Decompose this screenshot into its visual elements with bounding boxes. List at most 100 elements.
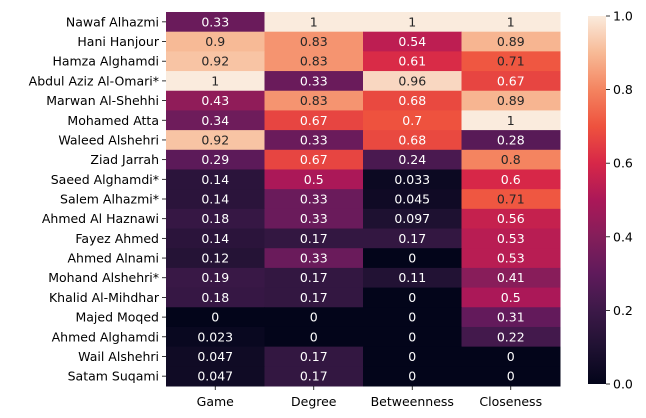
heatmap-cell: [264, 31, 364, 52]
heatmap-cell: [363, 326, 462, 348]
heatmap-cell: [363, 51, 462, 72]
cell-value-label: 0.5: [501, 290, 521, 305]
row-label: Marwan Al-Shehhi: [46, 93, 159, 108]
heatmap-cell: [166, 267, 265, 289]
cell-value-label: 0.29: [201, 152, 229, 167]
column-label: Betweenness: [371, 394, 454, 409]
heatmap-cell: [264, 149, 364, 170]
cell-value-label: 0.17: [300, 369, 328, 384]
heatmap-cell: [166, 169, 265, 190]
heatmap-cell: [264, 130, 364, 151]
heatmap-cell: [363, 267, 462, 289]
cell-value-label: 0.33: [300, 132, 328, 147]
heatmap-cell: [363, 31, 462, 52]
cell-value-label: 0.18: [201, 211, 229, 226]
cell-value-label: 0: [507, 349, 515, 364]
colorbar-tick-label: 0.0: [613, 377, 633, 392]
cell-value-label: 0.67: [300, 152, 328, 167]
heatmap-cell: [461, 228, 561, 249]
heatmap-cell: [363, 287, 462, 308]
cell-value-label: 0.68: [398, 93, 426, 108]
heatmap-cell: [461, 110, 561, 131]
heatmap-cell: [363, 189, 462, 210]
cell-value-label: 0.17: [300, 270, 328, 285]
heatmap-cell: [461, 130, 561, 151]
heatmap-cell: [166, 208, 265, 230]
row-label: Hani Hanjour: [77, 34, 159, 49]
cell-value-label: 0.67: [497, 73, 525, 88]
colorbar-tick-label: 0.8: [613, 82, 633, 97]
cell-value-label: 0.8: [501, 152, 521, 167]
row-label: Mohamed Atta: [67, 113, 159, 128]
row-label: Ziad Jarrah: [90, 152, 159, 167]
cell-value-label: 0.047: [197, 349, 233, 364]
heatmap-cell: [166, 228, 265, 249]
heatmap-cell: [363, 228, 462, 249]
cell-value-label: 0.83: [300, 93, 328, 108]
heatmap-cell: [166, 346, 265, 367]
cell-value-label: 0.17: [300, 290, 328, 305]
colorbar-tick-label: 0.4: [613, 229, 633, 244]
cell-value-label: 0.34: [201, 113, 229, 128]
cell-value-label: 0.53: [497, 251, 525, 266]
heatmap-cell: [363, 346, 462, 367]
cell-value-label: 0.19: [201, 270, 229, 285]
heatmap-cell: [363, 130, 462, 151]
cell-value-label: 0.28: [497, 132, 525, 147]
cell-value-label: 0.96: [398, 73, 426, 88]
heatmap-cell: [264, 12, 364, 33]
heatmap-cell: [461, 31, 561, 52]
heatmap-cell: [166, 12, 265, 33]
cell-value-label: 0: [408, 290, 416, 305]
cell-value-label: 1: [507, 113, 515, 128]
row-labels: Nawaf Alhazmi Hani Hanjour Hamza Alghamdi A…: [29, 14, 166, 384]
cell-value-label: 0.83: [300, 54, 328, 69]
heatmap-cell: [461, 248, 561, 269]
heatmap-cell: [166, 51, 265, 72]
cell-value-label: 0.33: [201, 14, 229, 29]
heatmap-cell: [363, 12, 462, 33]
heatmap-cell: [363, 110, 462, 131]
cell-value-label: 0.17: [300, 231, 328, 246]
cell-value-label: 0: [408, 310, 416, 325]
heatmap-cell: [166, 31, 265, 52]
heatmap-cell: [264, 346, 364, 367]
heatmap-cell: [166, 189, 265, 210]
column-label: Closeness: [479, 394, 542, 409]
heatmap-cell: [363, 366, 462, 387]
cell-value-label: 0.17: [300, 349, 328, 364]
heatmap-cell: [363, 71, 462, 92]
heatmap-cell: [461, 287, 561, 308]
heatmap-cell: [461, 208, 561, 230]
cell-value-label: 0.045: [394, 192, 430, 207]
cell-value-label: 0.097: [394, 211, 430, 226]
cell-value-label: 0.9: [205, 34, 225, 49]
cell-value-label: 0.68: [398, 132, 426, 147]
cell-value-label: 0: [507, 369, 515, 384]
heatmap-cell: [461, 71, 561, 92]
heatmap-cell: [461, 307, 561, 328]
cell-value-label: 0.41: [497, 270, 525, 285]
row-label: Waleed Alshehri: [58, 132, 159, 147]
heatmap-cell: [166, 248, 265, 269]
cell-value-label: 1: [408, 14, 416, 29]
cell-value-label: 0.033: [394, 172, 430, 187]
cell-value-label: 0: [408, 329, 416, 344]
row-label: Wail Alshehri: [78, 349, 159, 364]
heatmap-cell: [461, 12, 561, 33]
heatmap-cell: [363, 169, 462, 190]
cell-value-label: 0: [408, 349, 416, 364]
heatmap-cell: [461, 90, 561, 111]
heatmap-cell: [461, 326, 561, 348]
cell-value-label: 0.14: [201, 172, 229, 187]
cell-value-label: 0.61: [398, 54, 426, 69]
cell-value-label: 0.6: [501, 172, 521, 187]
cell-value-label: 0.56: [497, 211, 525, 226]
cell-value-label: 1: [310, 14, 318, 29]
cell-value-label: 0.5: [304, 172, 324, 187]
cell-value-label: 0.14: [201, 192, 229, 207]
cell-value-label: 0.67: [300, 113, 328, 128]
cell-value-label: 0: [310, 310, 318, 325]
heatmap-cell: [264, 71, 364, 92]
